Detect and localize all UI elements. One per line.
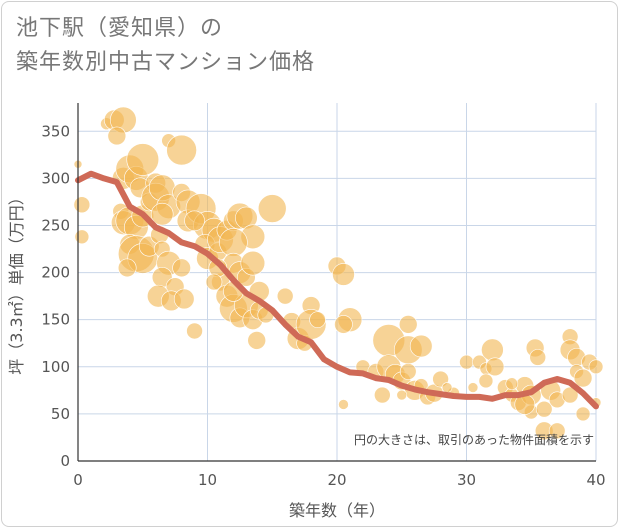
x-tick-label-1: 10 (198, 471, 217, 489)
bubble-point-126 (575, 406, 591, 422)
size-note: 円の大きさは、取引のあった物件面積を示す (354, 432, 594, 447)
bubble-point-118 (548, 422, 566, 440)
bubble-point-72 (276, 287, 294, 305)
bubble-point-124 (573, 368, 593, 388)
bubble-point-10 (126, 143, 160, 176)
bubble-point-133 (338, 399, 349, 410)
bubble-point-131 (467, 382, 479, 393)
x-tick-label-0: 0 (73, 471, 83, 489)
y-axis-title: 坪（3.3㎡）単価（万円） (7, 189, 26, 374)
bubble-layer (73, 106, 604, 441)
bubble-point-100 (459, 354, 474, 370)
bubble-point-1 (73, 196, 91, 214)
bubble-point-82 (334, 315, 353, 334)
axes (77, 103, 596, 462)
y-tick-label-0: 0 (60, 452, 70, 470)
bubble-point-136 (184, 210, 205, 232)
bubble-point-42 (186, 322, 203, 340)
y-tick-label-1: 50 (51, 405, 70, 423)
bubble-point-132 (441, 382, 453, 393)
y-tick-label-3: 150 (41, 311, 70, 329)
bubble-point-104 (481, 338, 504, 362)
y-tick-label-6: 300 (41, 169, 70, 187)
bubble-point-2 (74, 229, 90, 245)
bubble-point-114 (535, 400, 553, 418)
bubble-point-103 (478, 373, 494, 389)
bubble-point-40 (172, 258, 191, 278)
bubble-point-29 (166, 134, 197, 166)
bubble-point-55 (219, 228, 248, 257)
bubble-point-21 (117, 258, 137, 278)
x-tick-label-3: 30 (457, 471, 476, 489)
y-tick-label-5: 250 (41, 216, 70, 234)
trend-line (75, 170, 599, 410)
bubble-point-127 (588, 359, 604, 375)
bubble-point-130 (505, 377, 519, 391)
bubble-point-59 (240, 250, 266, 276)
bubble-point-112 (529, 349, 547, 366)
chart-title: 池下駅（愛知県）の 築年数別中古マンション価格 (16, 12, 315, 80)
bubble-point-6 (107, 126, 127, 146)
x-axis-title: 築年数（年） (289, 501, 385, 520)
bubble-point-90 (374, 386, 391, 404)
x-tick-label-2: 20 (327, 471, 346, 489)
chart-title-line2: 築年数別中古マンション価格 (16, 50, 316, 75)
bubble-point-78 (309, 311, 326, 328)
bubble-point-41 (173, 288, 195, 310)
tick-labels: 0 10 20 30 40 0 50 100 150 200 250 300 350 (41, 122, 605, 489)
y-tick-label-2: 100 (41, 358, 70, 376)
bubble-point-134 (396, 389, 408, 401)
y-tick-label-7: 350 (41, 122, 70, 140)
y-tick-label-4: 200 (41, 264, 70, 282)
bubble-point-92 (409, 334, 433, 358)
bubble-point-71 (247, 331, 267, 350)
bubble-point-70 (257, 194, 287, 223)
bubble-point-105 (485, 357, 505, 377)
x-tick-label-4: 40 (586, 471, 605, 489)
bubble-point-95 (398, 315, 418, 334)
bubble-point-123 (561, 386, 579, 404)
bubble-point-89 (399, 363, 417, 380)
chart-title-line1: 池下駅（愛知県）の (16, 16, 224, 41)
bubble-point-27 (150, 202, 174, 226)
bubble-point-137 (205, 273, 223, 291)
bubble-point-80 (332, 263, 355, 286)
